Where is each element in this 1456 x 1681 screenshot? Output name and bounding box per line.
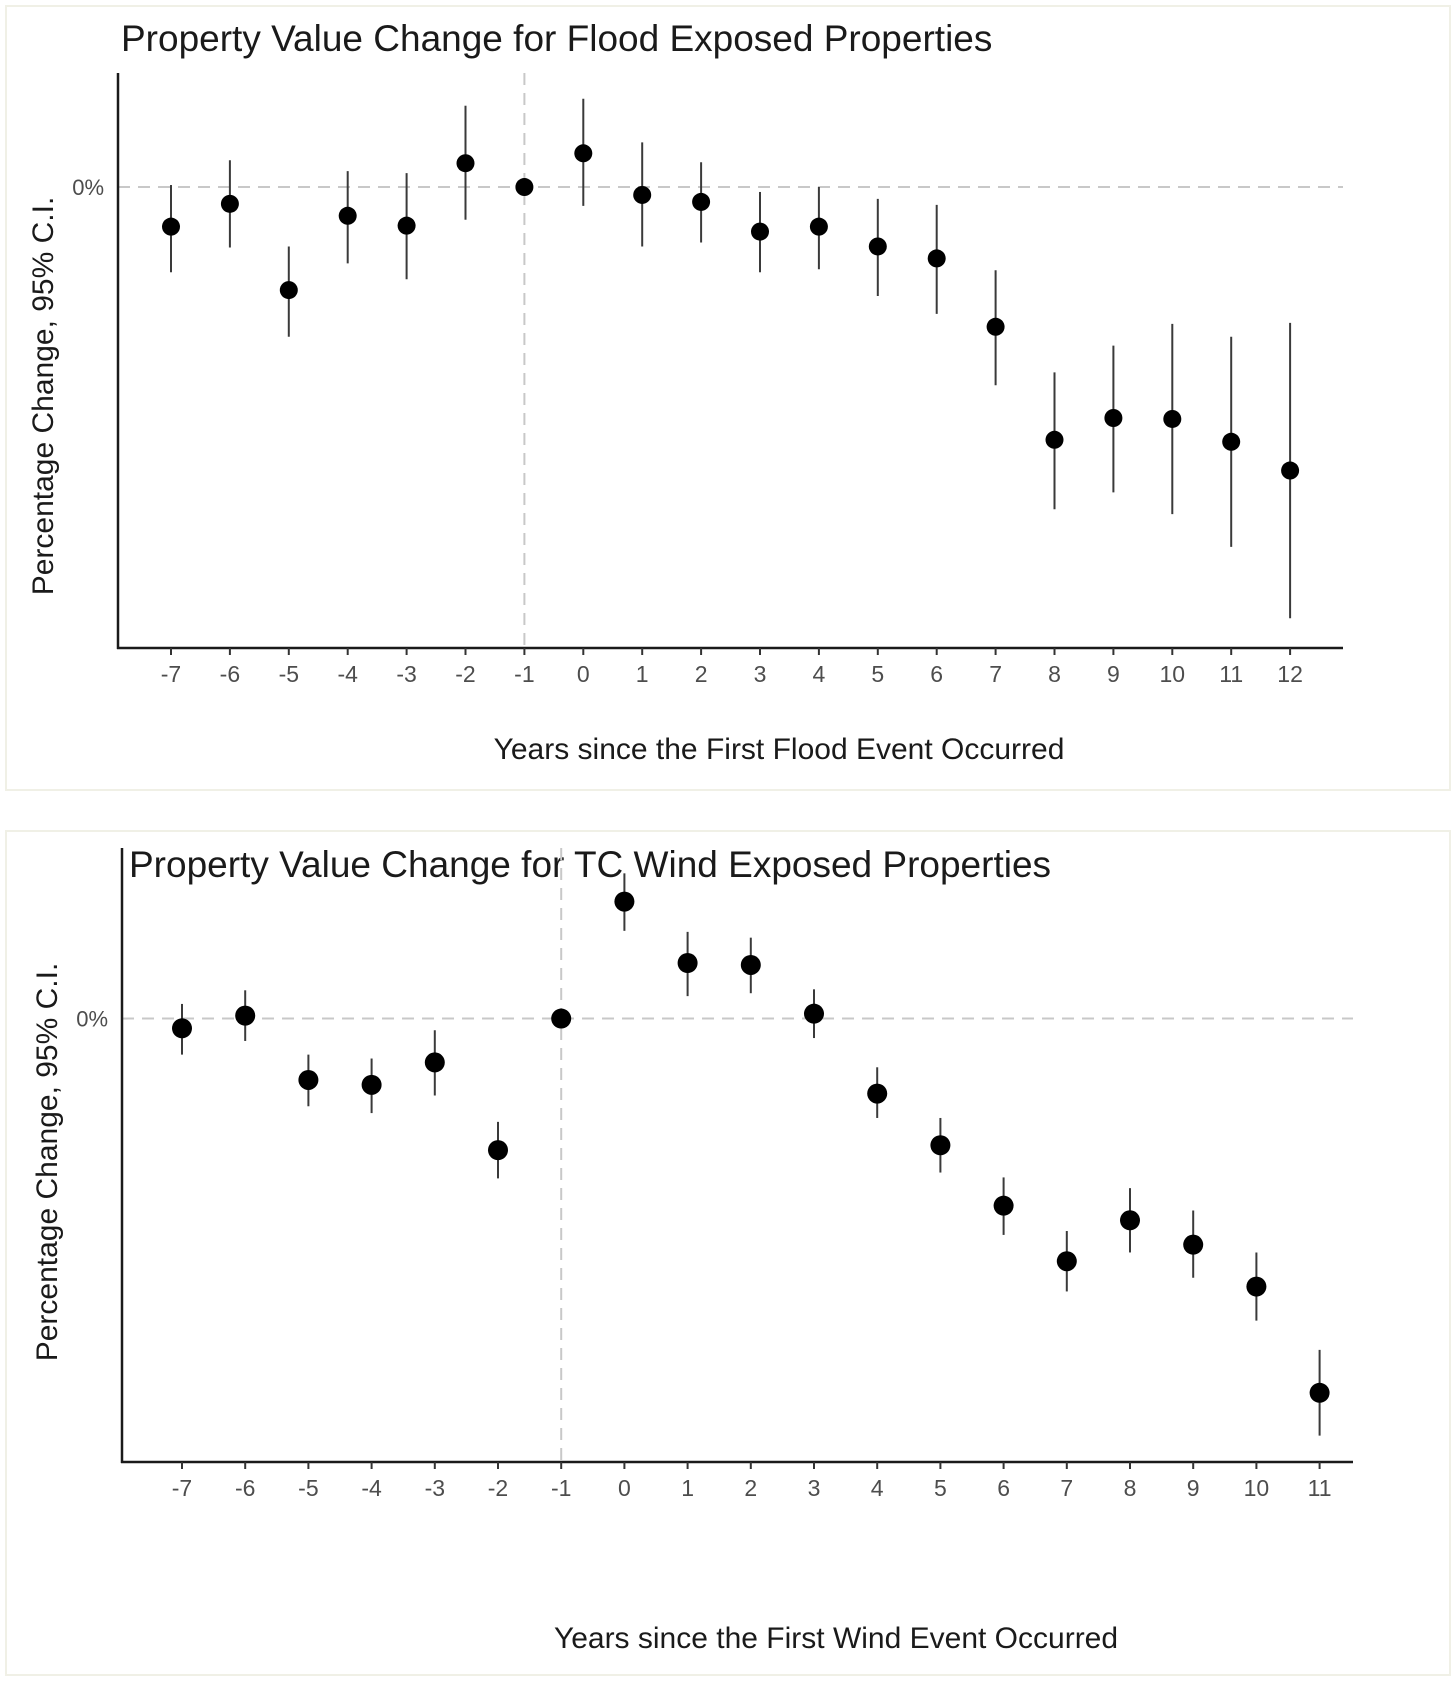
data-point-9 — [1104, 409, 1123, 427]
data-point--3 — [424, 1052, 445, 1073]
data-point--1 — [551, 1008, 572, 1029]
x-tick-label-6: 6 — [930, 661, 943, 687]
data-point-10 — [1246, 1276, 1267, 1297]
x-tick-label-0: 0 — [577, 661, 590, 687]
x-tick-label-8: 8 — [1048, 661, 1061, 687]
x-tick-label-11: 11 — [1219, 661, 1243, 687]
x-tick-label-1: 1 — [636, 661, 649, 687]
x-tick-label--4: -4 — [361, 1475, 382, 1501]
x-tick-label-4: 4 — [871, 1475, 884, 1501]
x-tick-label-6: 6 — [997, 1475, 1010, 1501]
data-point-5 — [868, 237, 887, 256]
x-axis-ticks: -7 -6 -5 -4 -3 -2 -1 0 1 2 3 4 5 6 7 8 9 10 11 — [172, 1462, 1332, 1501]
y-axis-label: Percentage Change, 95% C.I. — [31, 963, 64, 1362]
data-point-4 — [809, 217, 828, 236]
x-tick-label--3: -3 — [425, 1475, 445, 1501]
zero-tick-label: 0% — [72, 175, 104, 200]
x-tick-label--5: -5 — [279, 661, 299, 687]
data-point-12 — [1281, 461, 1300, 480]
x-tick-label--1: -1 — [514, 661, 534, 687]
x-tick-label-5: 5 — [934, 1475, 947, 1501]
x-tick-label-12: 12 — [1277, 661, 1303, 687]
x-tick-label-8: 8 — [1124, 1475, 1137, 1501]
x-tick-label-10: 10 — [1160, 661, 1186, 687]
error-bars — [170, 98, 1292, 619]
data-point--5 — [279, 281, 298, 300]
data-point-5 — [930, 1135, 951, 1156]
data-point--4 — [338, 206, 357, 225]
data-point-6 — [993, 1195, 1014, 1216]
data-points — [162, 144, 1300, 480]
x-axis-label: Years since the First Flood Event Occurr… — [494, 733, 1065, 766]
data-point--3 — [397, 216, 416, 235]
data-point-10 — [1163, 409, 1182, 428]
data-point--2 — [456, 154, 475, 173]
reference-lines — [118, 73, 1343, 648]
data-point--4 — [361, 1074, 382, 1095]
data-point-2 — [692, 192, 711, 211]
flood-chart: Property Value Change for Flood Exposed … — [27, 18, 1343, 766]
x-tick-label-9: 9 — [1187, 1475, 1200, 1501]
x-tick-label-3: 3 — [808, 1475, 821, 1501]
x-axis-ticks: -7 -6 -5 -4 -3 -2 -1 0 1 2 3 4 5 6 7 8 9 10 11 12 — [161, 648, 1303, 687]
data-point-2 — [740, 954, 761, 975]
y-axis-label: Percentage Change, 95% C.I. — [27, 197, 60, 596]
data-point-7 — [986, 317, 1005, 336]
x-tick-label--2: -2 — [488, 1475, 508, 1501]
reference-lines — [122, 848, 1353, 1462]
x-tick-label-4: 4 — [813, 661, 826, 687]
data-point-8 — [1120, 1210, 1140, 1231]
x-tick-label--4: -4 — [337, 661, 358, 687]
wind-chart: Property Value Change for TC Wind Expose… — [31, 844, 1353, 1655]
data-point-11 — [1222, 432, 1241, 451]
x-tick-label--2: -2 — [455, 661, 475, 687]
data-point--2 — [488, 1140, 508, 1161]
x-tick-label-1: 1 — [681, 1475, 694, 1501]
x-tick-label-2: 2 — [695, 661, 708, 687]
chart-title: Property Value Change for Flood Exposed … — [121, 18, 992, 59]
data-point--6 — [235, 1005, 256, 1026]
data-point-4 — [867, 1083, 888, 1104]
data-point-11 — [1309, 1382, 1330, 1403]
data-point--6 — [220, 194, 239, 213]
x-tick-label--7: -7 — [172, 1475, 192, 1501]
x-tick-label-5: 5 — [871, 661, 884, 687]
x-tick-label-3: 3 — [754, 661, 767, 687]
x-tick-label-7: 7 — [989, 661, 1002, 687]
x-axis-label: Years since the First Wind Event Occurre… — [554, 1622, 1118, 1655]
data-point--7 — [172, 1018, 192, 1039]
x-tick-label--3: -3 — [396, 661, 416, 687]
data-point-1 — [677, 953, 698, 974]
data-point--5 — [298, 1069, 319, 1090]
x-tick-label--7: -7 — [161, 661, 181, 687]
zero-tick-label: 0% — [76, 1007, 108, 1032]
x-tick-label-10: 10 — [1244, 1475, 1270, 1501]
data-points — [172, 891, 1330, 1403]
data-point-3 — [751, 222, 769, 241]
x-tick-label--6: -6 — [235, 1475, 255, 1501]
x-tick-label-2: 2 — [744, 1475, 757, 1501]
x-tick-label--5: -5 — [298, 1475, 318, 1501]
data-point-0 — [614, 891, 635, 912]
data-point-6 — [927, 249, 946, 268]
data-point--1 — [515, 178, 534, 197]
data-point-7 — [1056, 1251, 1077, 1272]
data-point-9 — [1183, 1234, 1204, 1255]
wind-chart-panel: Property Value Change for TC Wind Expose… — [5, 830, 1451, 1676]
flood-chart-panel: Property Value Change for Flood Exposed … — [5, 5, 1451, 791]
x-tick-label-11: 11 — [1308, 1475, 1332, 1501]
x-tick-label-0: 0 — [618, 1475, 631, 1501]
x-tick-label--6: -6 — [220, 661, 240, 687]
x-tick-label-7: 7 — [1060, 1475, 1073, 1501]
chart-title: Property Value Change for TC Wind Expose… — [129, 844, 1051, 885]
data-point-8 — [1045, 430, 1064, 449]
data-point-3 — [804, 1003, 824, 1024]
x-tick-label--1: -1 — [551, 1475, 571, 1501]
data-point--7 — [162, 217, 180, 236]
data-point-1 — [633, 185, 652, 204]
data-point-0 — [574, 144, 593, 163]
x-tick-label-9: 9 — [1107, 661, 1120, 687]
